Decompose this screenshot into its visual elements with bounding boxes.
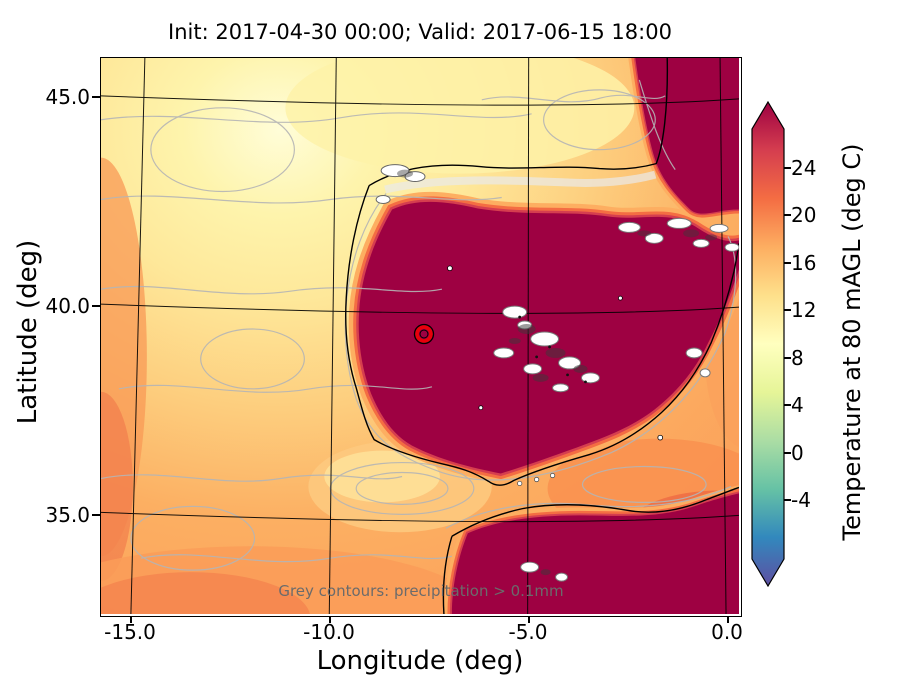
coastline-morocco-atlantic — [442, 536, 453, 614]
y-tick-label-45: 45.0 — [45, 85, 90, 109]
map-plot-area: Grey contours: precipitation > 0.1mm — [100, 57, 742, 617]
x-tick-label-minus5: -5.0 — [508, 620, 548, 644]
coastline-iberia-west-south-east — [345, 185, 739, 486]
cluster-africa — [520, 561, 569, 582]
cb-tick-label-4: 4 — [791, 393, 804, 417]
station-marker-icon — [413, 323, 435, 345]
cb-tick-16 — [784, 262, 791, 264]
x-axis-label: Longitude (deg) — [316, 646, 524, 676]
y-tick-label-35: 35.0 — [45, 503, 90, 527]
x-tick-minus10 — [329, 616, 331, 623]
gridline-lat-45 — [101, 95, 739, 106]
cluster-east-coast — [685, 347, 711, 378]
north-coast-precip-band — [384, 170, 657, 194]
cb-tick-minus4 — [784, 499, 791, 501]
y-axis-label: Latitude (deg) — [13, 239, 43, 425]
precipitation-clusters — [375, 164, 739, 582]
cb-tick-label-0: 0 — [791, 441, 804, 465]
y-tick-45 — [92, 96, 100, 98]
plot-title: Init: 2017-04-30 00:00; Valid: 2017-06-1… — [168, 20, 672, 44]
x-tick-label-0: 0.0 — [711, 620, 743, 644]
temperature-field — [101, 58, 739, 614]
cb-tick-0 — [784, 452, 791, 454]
cb-tick-8 — [784, 357, 791, 359]
x-tick-minus5 — [528, 616, 530, 623]
cb-tick-12 — [784, 309, 791, 311]
iberia-hot-region — [348, 191, 739, 484]
cluster-pyrenees — [617, 217, 739, 252]
cluster-south-coast — [517, 472, 556, 487]
colorbar — [751, 101, 785, 587]
y-tick-label-40: 40.0 — [45, 294, 90, 318]
coastline-north-africa — [451, 486, 739, 537]
coastlines — [345, 58, 739, 614]
x-tick-label-minus10: -10.0 — [303, 620, 355, 644]
x-tick-0 — [727, 616, 729, 623]
gridline-lon-0 — [719, 58, 727, 614]
gridline-lon-minus5 — [527, 58, 530, 614]
cb-tick-label-16: 16 — [791, 251, 817, 275]
y-tick-35 — [92, 514, 100, 516]
x-tick-label-minus15: -15.0 — [104, 620, 156, 644]
cb-tick-label-minus4: -4 — [791, 488, 811, 512]
y-tick-40 — [92, 305, 100, 307]
gridline-lon-minus10 — [328, 58, 337, 614]
colorbar-label: Temperature at 80 mAGL (deg C) — [838, 143, 866, 541]
gridline-lat-40 — [101, 303, 739, 314]
coastline-north-spain-france — [368, 58, 669, 187]
colorbar-gradient-bar — [751, 101, 785, 587]
cb-tick-24 — [784, 167, 791, 169]
cb-tick-label-8: 8 — [791, 346, 804, 370]
cb-tick-label-20: 20 — [791, 203, 817, 227]
precip-annotation: Grey contours: precipitation > 0.1mm — [278, 582, 564, 600]
temperature-map-canvas — [101, 58, 739, 614]
cb-tick-4 — [784, 404, 791, 406]
cb-tick-20 — [784, 214, 791, 216]
cb-tick-label-12: 12 — [791, 298, 817, 322]
cluster-cantabrian — [375, 164, 426, 204]
africa-hot-region — [443, 485, 739, 614]
precipitation-contours — [101, 79, 737, 571]
cluster-central-spain — [493, 305, 600, 393]
x-tick-minus15 — [130, 616, 132, 623]
cb-tick-label-24: 24 — [791, 156, 817, 180]
gridline-lon-minus15 — [130, 58, 146, 614]
